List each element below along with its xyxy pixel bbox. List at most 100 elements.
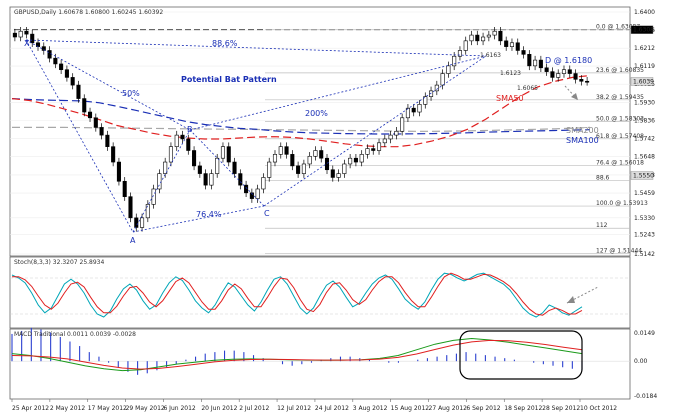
candle-body [290,154,295,167]
fib-label: 61.8 @ 1.57408 [596,133,644,140]
candle-body [376,142,382,151]
candle-body [93,117,98,128]
candle-body [475,34,480,42]
fib-label: 127 @ 1.51444 [596,248,642,255]
date-tick-label: 3 Aug 2012 [353,405,388,412]
fib-label: 88.6 [596,174,610,181]
candle-body [313,150,318,157]
label-a: A [130,236,136,245]
candle-body [573,73,578,80]
ratio-200: 200% [305,109,328,118]
candle-body [342,163,347,174]
candle-body [521,50,526,55]
candle-body [509,42,515,47]
line-xd [25,39,487,57]
fib-label: 23.6 @ 1.60835 [596,67,644,74]
date-tick-label: 15 Aug 2012 [391,405,430,412]
candle-body [585,80,590,83]
fib-label: 50.0 @ 1.58303 [596,116,644,123]
price-box-label: 1.6039 [633,78,654,85]
candle-body [561,69,567,74]
price-tick-label: 1.5330 [634,215,655,222]
date-tick-label: 27 Aug 2012 [429,405,468,412]
fib-levels: 0.0 @ 1.63087 23.6 @ 1.60835 38.2 @ 1.5943… [265,24,648,255]
stoch-panel-frame [9,256,631,329]
candle-body [168,146,173,163]
candle-body [429,90,434,97]
candle-body [76,84,81,99]
candle-body [486,34,491,38]
price-tick-label: 1.5459 [634,190,655,197]
candle-body [157,173,162,190]
candle-body [272,154,278,163]
sma200-line [12,126,591,132]
sma200-label: SMA200 [566,126,599,135]
fib-label: 0.0 @ 1.63087 [596,24,640,31]
date-tick-label: 6 Jun 2012 [163,405,195,412]
candle-body [504,40,509,47]
ratio-764: 76.4% [196,210,222,219]
candle-body [99,127,104,136]
leg-cd [263,55,487,207]
candle-body [215,157,220,174]
label-d: D @ 1.6180 [545,56,592,65]
high-label-2: 1.6123 [500,70,521,77]
price-box-label: 1.6308 [633,27,654,34]
candle-body [452,55,457,67]
candle-body [463,40,468,51]
ratio-50: 50% [122,89,140,98]
candle-body [220,146,226,159]
macd-lines: 0.0149 0.00 -0.0184 [10,327,657,400]
candle-body [324,157,330,171]
candle-body [105,134,110,147]
label-b: B [187,125,193,134]
candle-body [405,107,410,119]
fib-label: 38.2 @ 1.59435 [596,94,644,101]
candle-body [128,196,133,219]
line-bd [189,55,487,131]
price-tick-label: 1.5648 [634,154,655,161]
fib-label: 76.4 @ 1.56018 [596,160,644,167]
stoch-signal-line [12,272,583,316]
candle-body [533,59,538,67]
sma100-label: SMA100 [566,136,599,145]
candle-body [284,146,289,155]
date-tick-label: 6 Sep 2012 [466,405,500,412]
candle-body [330,169,335,178]
fib-label: 100.0 @ 1.53913 [596,200,648,207]
candle-body [544,67,549,72]
candle-body [556,73,561,78]
candle-body [192,150,197,167]
candle-body [203,173,208,186]
candle-body [174,134,179,147]
candle-body [440,73,445,86]
leg-ab [132,129,191,233]
main-gridlines [10,11,630,255]
candle-body [82,98,87,113]
date-tick-label: 2 Jul 2012 [239,405,269,412]
candle-body [140,217,145,228]
date-tick-label: 2 May 2012 [50,405,85,412]
leg-xa [25,39,134,233]
price-axis: 1.64001.63061.62121.61191.60251.59301.58… [630,9,655,258]
candle-body [307,155,312,165]
candle-body [122,180,127,197]
candle-body [41,46,46,51]
candle-body [394,130,399,136]
candle-body [209,173,214,186]
price-arrow-icon [564,85,579,101]
sma50-line [11,74,591,148]
candle-body [145,204,150,219]
date-tick-label: 18 Sep 2012 [504,405,542,412]
candle-body [359,154,364,163]
bat-pattern [25,39,487,233]
candle-body [59,63,64,71]
candles [12,27,590,232]
price-tick-label: 1.6400 [634,9,655,16]
date-tick-label: 12 Jul 2012 [277,405,311,412]
candle-body [371,148,376,151]
candle-body [417,104,422,113]
candle-body [278,146,283,155]
candle-body [567,69,572,74]
